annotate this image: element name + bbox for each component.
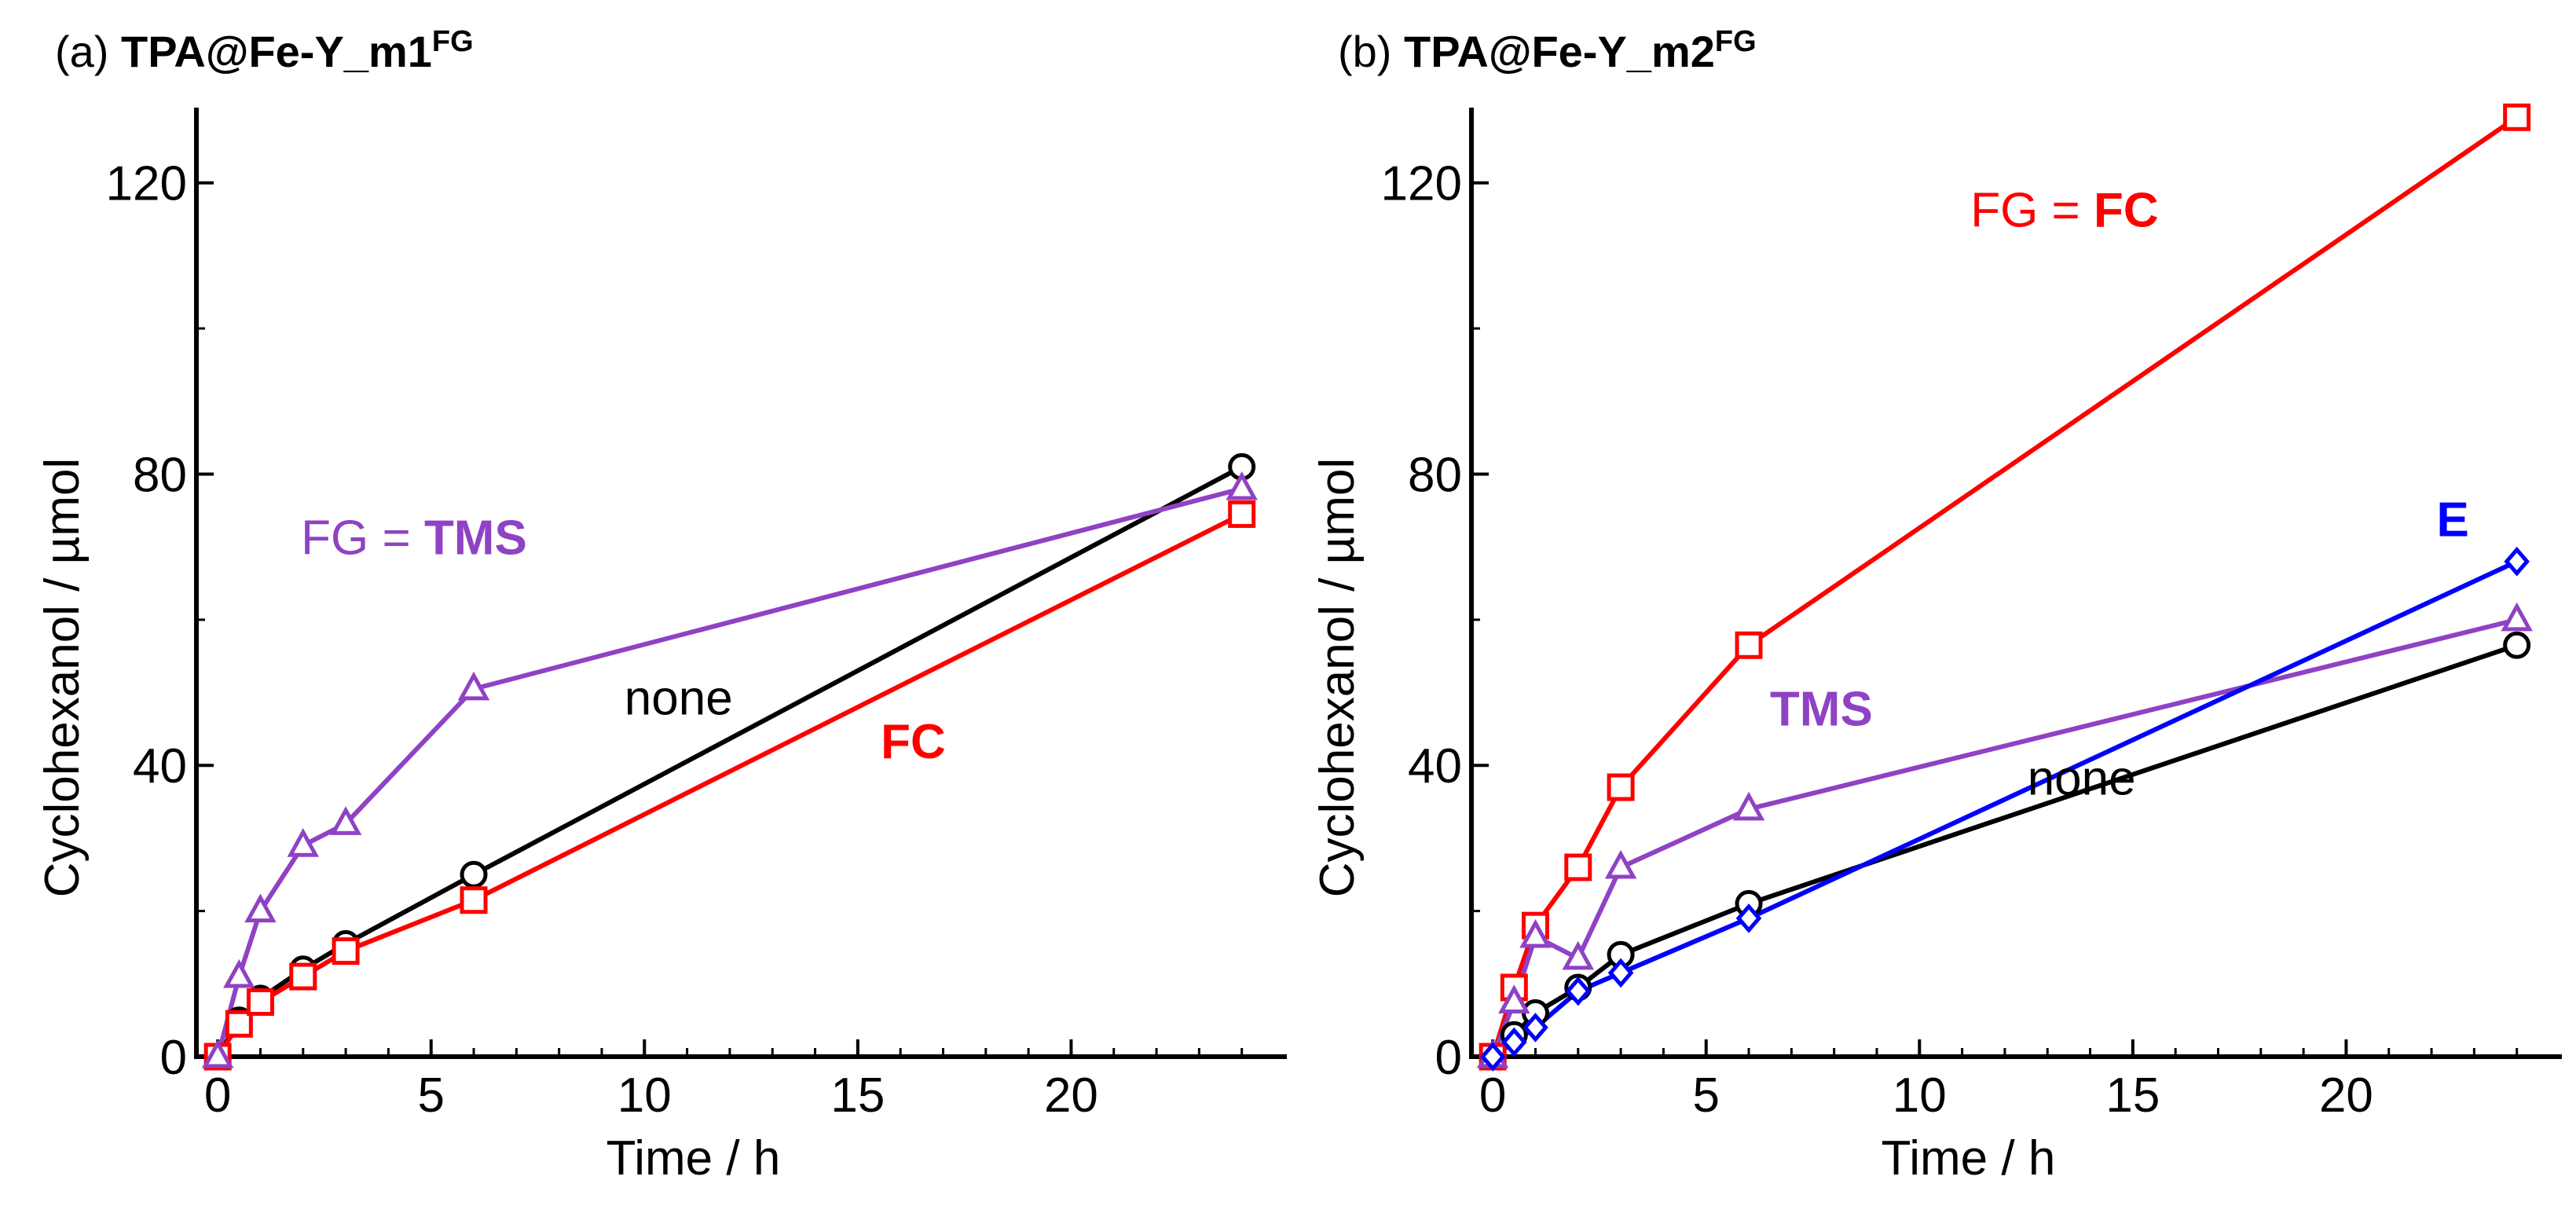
data-point-e [1479, 1042, 1506, 1072]
data-point-e [1607, 958, 1634, 988]
data-point-tms [1519, 918, 1552, 948]
y-tick-label: 0 [160, 1031, 187, 1085]
annotation-part: TMS [1770, 682, 1873, 736]
annotation-e-label: E [2437, 493, 2469, 547]
x-tick-label: 15 [2105, 1068, 2160, 1123]
data-point-fc [1607, 773, 1635, 801]
title-superscript: FG [1715, 25, 1757, 58]
y-axis-label: Cyclohexanol / µmol [1310, 458, 1365, 898]
title-main: TPA@Fe-Y_m1 [121, 27, 432, 76]
y-tick-label: 120 [106, 157, 187, 211]
annotation-fc-label: FC [881, 715, 946, 769]
data-point-tms [1226, 471, 1258, 500]
data-point-fc [1564, 853, 1592, 881]
x-tick-label: 5 [1692, 1068, 1719, 1123]
data-point-e [2504, 546, 2530, 577]
data-point-e [1523, 1013, 1548, 1043]
annotation-tms-label: TMS [1770, 682, 1873, 736]
title-main: TPA@Fe-Y_m2 [1404, 27, 1715, 76]
data-point-tms [1604, 849, 1637, 879]
data-point-tms [1562, 940, 1595, 970]
data-point-none [2503, 631, 2531, 659]
title-prefix: (a) [55, 27, 121, 76]
annotation-none-label: none [625, 671, 733, 725]
data-point-e [1565, 976, 1592, 1006]
panel-a: (a) TPA@Fe-Y_m1FG 0 5 10 15 20 0 40 80 120 Time / … [35, 25, 1287, 1186]
data-point-tms [244, 893, 277, 923]
y-tick-label: 80 [133, 448, 187, 502]
y-tick-label: 120 [1381, 157, 1462, 211]
data-point-tms [287, 828, 320, 857]
annotation-part: FC [2094, 183, 2159, 237]
annotation-part: TMS [424, 511, 527, 565]
panel-a-title: (a) TPA@Fe-Y_m1FG [55, 25, 474, 76]
x-tick-label: 20 [2319, 1068, 2373, 1123]
data-point-tms [2501, 602, 2533, 632]
data-point-fc [460, 886, 488, 914]
data-point-fc [2503, 103, 2531, 131]
data-point-tms [201, 1039, 234, 1068]
y-tick-label: 40 [1408, 739, 1462, 793]
y-tick-label: 0 [1435, 1031, 1462, 1085]
data-point-tms [223, 958, 255, 988]
y-tick-label: 40 [133, 739, 187, 793]
data-point-fc [246, 988, 274, 1016]
data-point-tms [457, 671, 490, 701]
y-tick-label: 80 [1408, 448, 1462, 502]
x-tick-label: 5 [417, 1068, 444, 1123]
annotation-tms-label: FG = TMS [301, 511, 527, 565]
data-point-tms [1732, 791, 1765, 821]
data-point-fc [1228, 500, 1256, 528]
series-line-none [1491, 643, 2518, 1059]
series-line-fc [1490, 115, 2519, 1057]
data-point-tms [329, 806, 362, 835]
title-superscript: FG [432, 25, 474, 58]
annotation-part: FC [881, 715, 946, 769]
annotation-part: E [2437, 493, 2469, 547]
annotation-fc-label: FG = FC [1970, 183, 2158, 237]
data-point-e [1735, 903, 1762, 933]
annotation-part: none [2028, 751, 2136, 805]
series-line-e [1491, 559, 2518, 1059]
panel-b-title: (b) TPA@Fe-Y_m2FG [1338, 25, 1757, 76]
data-point-fc [289, 962, 317, 991]
panel-b: (b) TPA@Fe-Y_m2FG 0 5 10 15 20 0 40 80 120 Time / … [1310, 25, 2562, 1186]
data-point-tms [1498, 984, 1530, 1013]
annotation-part: FG = [301, 511, 424, 565]
data-point-fc [225, 1010, 253, 1038]
y-axis-label: Cyclohexanol / µmol [35, 458, 90, 898]
x-tick-label: 10 [1893, 1068, 1947, 1123]
series-line-fc [215, 511, 1244, 1058]
data-point-fc [1735, 631, 1763, 659]
annotation-part: FG = [1970, 183, 2094, 237]
x-tick-label: 0 [204, 1068, 231, 1123]
data-point-none [460, 860, 488, 889]
x-tick-label: 15 [830, 1068, 885, 1123]
x-axis-label: Time / h [606, 1131, 781, 1186]
data-point-fc [332, 937, 360, 966]
x-tick-label: 0 [1479, 1068, 1506, 1123]
annotation-none-label: none [2028, 751, 2136, 805]
data-point-e [1501, 1027, 1527, 1057]
x-axis-label: Time / h [1882, 1131, 2056, 1186]
series-line-tms [1490, 617, 2518, 1058]
annotation-part: none [625, 671, 733, 725]
x-tick-label: 20 [1044, 1068, 1098, 1123]
x-tick-label: 10 [617, 1068, 672, 1123]
title-prefix: (b) [1338, 27, 1404, 76]
